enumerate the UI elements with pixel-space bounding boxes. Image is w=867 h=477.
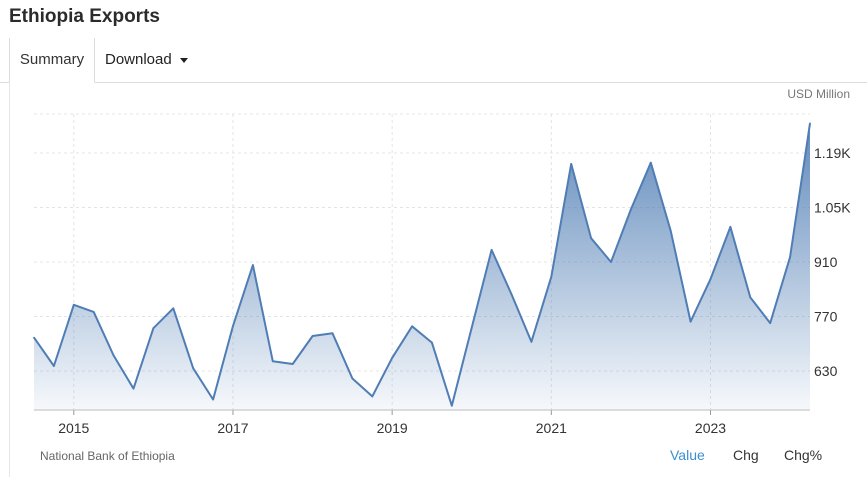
data-point xyxy=(451,404,453,407)
data-point xyxy=(92,311,95,313)
data-point xyxy=(689,320,692,323)
unit-label: USD Million xyxy=(787,87,850,101)
source-label: National Bank of Ethiopia xyxy=(40,449,175,463)
y-tick-label: 1.19K xyxy=(814,145,851,161)
download-dropdown[interactable]: Download xyxy=(105,38,188,82)
data-point xyxy=(272,360,274,363)
data-point xyxy=(252,264,254,266)
data-point xyxy=(232,325,234,327)
title-bar: Ethiopia Exports xyxy=(0,0,867,39)
data-point xyxy=(490,249,493,251)
x-tick-label: 2015 xyxy=(58,420,89,436)
download-label: Download xyxy=(105,51,172,68)
data-point xyxy=(152,327,155,329)
tab-bar: Summary Download xyxy=(0,38,867,83)
data-point xyxy=(112,354,115,357)
data-point xyxy=(809,122,811,125)
data-point xyxy=(470,327,473,329)
caret-down-icon xyxy=(179,57,188,63)
chg-percent-mode-button[interactable]: Chg% xyxy=(784,447,823,463)
data-point xyxy=(391,357,394,359)
data-point xyxy=(132,387,135,390)
data-point xyxy=(510,293,513,296)
data-point xyxy=(749,296,752,299)
value-mode-button[interactable]: Value xyxy=(670,447,705,463)
tab-summary[interactable]: Summary xyxy=(9,38,95,83)
data-point xyxy=(530,341,533,343)
x-tick-label: 2017 xyxy=(217,420,248,436)
data-point xyxy=(192,367,194,370)
x-tick-label: 2019 xyxy=(377,420,408,436)
exports-chart: 630 770 910 1.05K 1.19K 2015 2017 2019 2021 2023 xyxy=(33,113,851,436)
data-point xyxy=(709,278,712,280)
y-tick-label: 1.05K xyxy=(814,199,851,215)
data-point xyxy=(331,332,334,335)
data-point xyxy=(590,237,592,239)
data-point xyxy=(729,226,732,228)
panel-border xyxy=(9,82,10,477)
data-point xyxy=(610,261,612,263)
data-point xyxy=(650,161,652,164)
y-tick-label: 630 xyxy=(814,363,838,379)
series-line xyxy=(33,123,811,407)
data-point xyxy=(550,276,553,278)
y-tick-label: 770 xyxy=(814,309,838,325)
data-point xyxy=(431,341,433,344)
x-tick-label: 2021 xyxy=(536,420,567,436)
data-point xyxy=(669,230,672,232)
data-point xyxy=(172,307,175,310)
data-point xyxy=(630,208,632,211)
data-point xyxy=(769,322,771,324)
data-point xyxy=(351,377,354,380)
data-point xyxy=(53,365,55,367)
data-point xyxy=(371,395,374,398)
data-point xyxy=(33,336,35,339)
x-tick-label: 2023 xyxy=(695,420,726,436)
data-point xyxy=(311,335,314,337)
y-tick-label: 910 xyxy=(814,254,838,270)
data-point xyxy=(73,304,75,306)
data-point xyxy=(212,398,214,401)
page-title: Ethiopia Exports xyxy=(9,6,160,27)
data-point xyxy=(789,256,791,258)
data-point xyxy=(570,163,572,165)
data-point xyxy=(411,325,413,328)
series-area xyxy=(34,123,810,411)
chg-mode-button[interactable]: Chg xyxy=(733,447,759,463)
data-point xyxy=(291,363,294,365)
